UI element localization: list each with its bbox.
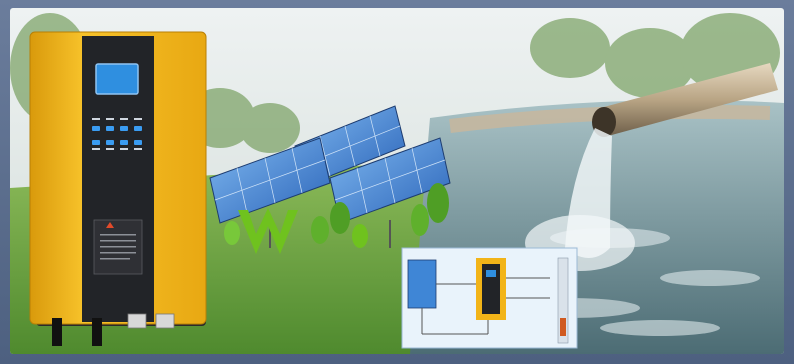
diagram-solar-panel	[407, 259, 437, 309]
solar-pump-inverter	[29, 31, 207, 346]
green-w-logo	[238, 208, 298, 254]
system-diagram	[401, 247, 578, 349]
inverter-indicator-lights	[92, 126, 142, 145]
scene-illustration	[10, 8, 784, 354]
water-pipe	[600, 63, 778, 136]
inverter-cable-glands	[52, 313, 175, 346]
diagram-pump	[560, 318, 566, 336]
small-trees	[224, 183, 449, 248]
diagram-well	[557, 257, 569, 344]
product-photo	[10, 8, 784, 354]
inverter-button-labels	[92, 118, 142, 150]
solar-panel-array	[209, 105, 451, 248]
inverter-display	[95, 63, 139, 95]
